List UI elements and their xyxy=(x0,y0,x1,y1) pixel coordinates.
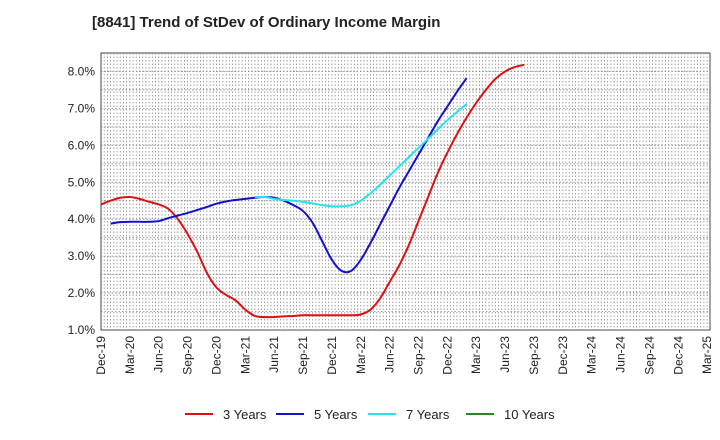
x-tick-label: Dec-23 xyxy=(556,336,570,375)
x-tick-label: Dec-22 xyxy=(440,336,454,375)
x-tick-label: Sep-20 xyxy=(181,336,195,375)
x-tick-label: Mar-22 xyxy=(354,336,368,374)
legend-label-7-years: 7 Years xyxy=(406,407,450,422)
y-tick-label: 3.0% xyxy=(68,249,96,263)
x-tick-label: Dec-24 xyxy=(671,336,685,375)
grid-layer xyxy=(100,52,711,331)
series-line-3-years xyxy=(100,63,525,319)
y-tick-label: 1.0% xyxy=(68,323,96,337)
chart-title: [8841] Trend of StDev of Ordinary Income… xyxy=(92,14,441,31)
y-tick-label: 6.0% xyxy=(68,138,96,152)
legend-label-5-years: 5 Years xyxy=(314,407,358,422)
x-tick-label: Dec-19 xyxy=(94,336,108,375)
x-tick-label: Dec-20 xyxy=(209,336,223,375)
x-tick-label: Jun-22 xyxy=(383,336,397,373)
x-tick-label: Sep-22 xyxy=(411,336,425,375)
y-tick-label: 4.0% xyxy=(68,212,96,226)
legend-label-10-years: 10 Years xyxy=(504,407,555,422)
x-tick-label: Sep-24 xyxy=(642,336,656,375)
x-tick-label: Sep-21 xyxy=(296,336,310,375)
x-tick-label: Jun-21 xyxy=(267,336,281,373)
y-tick-label: 2.0% xyxy=(68,286,96,300)
axis-layer: 1.0% 2.0% 3.0% 4.0% 5.0% 6.0% 7.0% 8.0% Dec-19 Ma… xyxy=(68,64,714,374)
series-line-5-years xyxy=(110,77,468,274)
x-tick-label: Jun-23 xyxy=(498,336,512,373)
x-tick-label: Mar-24 xyxy=(585,336,599,374)
x-tick-label: Sep-23 xyxy=(527,336,541,375)
x-tick-label: Mar-23 xyxy=(469,336,483,374)
plot-area xyxy=(100,52,711,331)
x-tick-label: Jun-24 xyxy=(614,336,628,373)
y-tick-label: 7.0% xyxy=(68,101,96,115)
y-tick-label: 5.0% xyxy=(68,175,96,189)
series-line-7-years xyxy=(254,103,468,208)
series-layer xyxy=(100,63,525,319)
y-tick-label: 8.0% xyxy=(68,64,96,78)
legend: 3 Years 5 Years 7 Years 10 Years xyxy=(185,407,555,422)
legend-label-3-years: 3 Years xyxy=(223,407,267,422)
x-tick-label: Mar-21 xyxy=(238,336,252,374)
x-tick-label: Mar-25 xyxy=(700,336,714,374)
x-tick-label: Dec-21 xyxy=(325,336,339,375)
x-tick-label: Mar-20 xyxy=(123,336,137,374)
x-tick-label: Jun-20 xyxy=(152,336,166,373)
